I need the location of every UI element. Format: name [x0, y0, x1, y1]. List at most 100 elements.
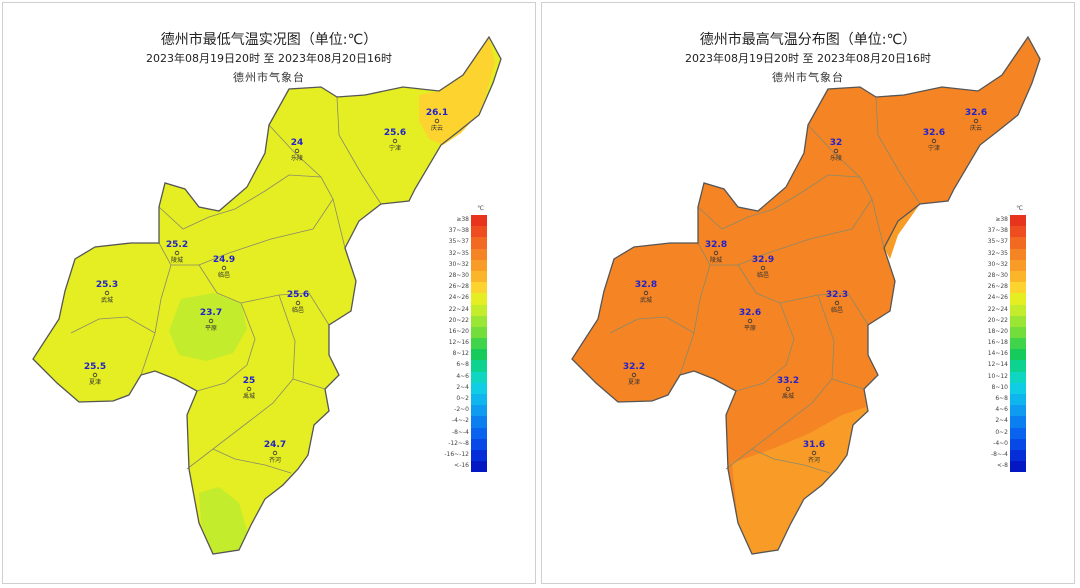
legend-item: <-16 — [447, 461, 487, 473]
legend-item: -8~-4 — [986, 449, 1026, 462]
legend-item: 0~2 — [447, 394, 487, 406]
station: 32.6 平原 — [739, 308, 761, 332]
legend-unit: ℃ — [1016, 205, 1023, 212]
legend-swatch — [471, 382, 487, 394]
legend-item: 30~32 — [986, 259, 1026, 271]
station-name: 临邑 — [831, 306, 843, 314]
legend-label: -8~-4 — [452, 428, 469, 436]
legend-item: 16~18 — [986, 338, 1026, 350]
min-temp-map: 26.1 庆云 24 乐陵 25.6 宁津 25.2 陵城 24.9 临邑 25.3 武城 23.7 平原… — [32, 35, 502, 555]
station-value: 25 — [243, 376, 256, 386]
station-value: 26.1 — [426, 108, 448, 118]
legend-swatch — [1010, 461, 1026, 473]
legend-swatch — [1010, 282, 1026, 294]
map-subtitle: 2023年08月19日20时 至 2023年08月20日16时 — [685, 52, 931, 65]
legend-swatch — [471, 461, 487, 473]
legend-swatch — [1010, 293, 1026, 305]
legend: ℃ ≥38 37~38 35~37 32~35 30~32 28~30 26~28 24~26… — [986, 205, 1026, 473]
station: 32.9 临邑 — [752, 255, 774, 279]
legend-swatch — [1010, 226, 1026, 238]
legend-swatch — [1010, 371, 1026, 383]
station-name: 齐河 — [269, 456, 281, 464]
legend-swatch — [471, 371, 487, 383]
station-value: 32.6 — [923, 128, 945, 138]
station-value: 25.2 — [166, 240, 188, 250]
legend-label: -2~0 — [454, 406, 469, 414]
legend-item: 20~22 — [986, 315, 1026, 327]
legend-label: -12~-8 — [448, 439, 469, 447]
station: 24.7 齐河 — [264, 440, 286, 464]
legend-swatch — [1010, 405, 1026, 417]
legend-swatch — [1010, 349, 1026, 361]
legend-label: 6~8 — [995, 395, 1008, 402]
legend-label: 28~30 — [987, 271, 1008, 279]
legend-item: 26~28 — [447, 282, 487, 294]
station: 32.8 武城 — [635, 280, 657, 304]
legend-swatch — [471, 360, 487, 372]
station: 25.3 武城 — [96, 280, 118, 304]
legend-label: ≥38 — [995, 216, 1008, 223]
station-name: 乐陵 — [830, 154, 842, 162]
legend-label: 35~37 — [448, 238, 469, 246]
legend-label: 12~16 — [448, 339, 469, 347]
station-name: 禹城 — [782, 392, 794, 400]
map-org: 德州市气象台 — [772, 71, 844, 84]
dezhou-region — [33, 37, 501, 554]
legend-item: 35~37 — [986, 237, 1026, 249]
legend-label: 20~22 — [448, 316, 469, 324]
station-dot — [713, 250, 719, 256]
legend-item: 8~12 — [447, 349, 487, 361]
station: 31.6 齐河 — [803, 440, 825, 464]
station-name: 陵城 — [171, 256, 183, 264]
legend-swatch — [1010, 304, 1026, 316]
station-name: 平原 — [205, 325, 217, 332]
station-dot — [747, 318, 753, 324]
legend-label: 2~4 — [456, 383, 469, 391]
legend-label: 16~18 — [987, 339, 1008, 347]
station: 25.6 宁津 — [384, 128, 406, 152]
station: 32.6 宁津 — [923, 128, 945, 152]
station-dot — [631, 372, 637, 378]
legend-label: 0~2 — [456, 395, 469, 402]
station-name: 夏津 — [628, 379, 640, 386]
station-dot — [811, 450, 817, 456]
legend-swatch — [1010, 416, 1026, 428]
max-temp-map-panel: 德州市最高气温分布图（单位:℃） 2023年08月19日20时 至 2023年0… — [541, 2, 1075, 584]
cool-zone — [732, 389, 868, 554]
station-value: 25.6 — [287, 290, 309, 300]
station-dot — [931, 138, 937, 144]
map-subtitle: 2023年08月19日20时 至 2023年08月20日16时 — [146, 52, 392, 65]
legend-item: 12~14 — [986, 360, 1026, 372]
legend-swatch — [471, 293, 487, 305]
legend-label: 10~12 — [987, 372, 1008, 380]
legend-label: <-8 — [996, 462, 1008, 470]
legend-swatch — [471, 349, 487, 361]
station-value: 32.6 — [739, 308, 761, 318]
legend-label: 14~16 — [987, 350, 1008, 358]
station-dot — [973, 118, 979, 124]
legend-swatch — [1010, 394, 1026, 406]
station: 24.9 临邑 — [213, 255, 235, 279]
legend-item: 24~26 — [447, 293, 487, 305]
legend-item: -2~0 — [447, 405, 487, 417]
station-markers: 32.6 庆云 32 乐陵 32.6 宁津 32.8 陵城 32.9 临邑 32.8 武城 32.6 平原… — [623, 108, 987, 464]
station-name: 临邑 — [757, 271, 769, 279]
legend-swatch — [471, 427, 487, 439]
station-value: 31.6 — [803, 440, 825, 450]
legend-item: 37~38 — [447, 226, 487, 238]
station: 25 禹城 — [243, 376, 256, 400]
station-name: 陵城 — [710, 256, 722, 264]
legend-label: 24~26 — [987, 294, 1008, 302]
legend-label: 32~35 — [987, 249, 1008, 257]
station-value: 25.6 — [384, 128, 406, 138]
station-name: 夏津 — [89, 379, 101, 386]
station-dot — [295, 300, 301, 306]
station: 32.6 庆云 — [965, 108, 987, 132]
station-dot — [92, 372, 98, 378]
legend-item: 6~8 — [986, 394, 1026, 406]
station-dot — [785, 386, 791, 392]
station-value: 24.7 — [264, 440, 286, 450]
legend-swatch — [1010, 382, 1026, 394]
legend-item: 24~26 — [986, 293, 1026, 305]
legend-item: -8~-4 — [447, 427, 487, 439]
